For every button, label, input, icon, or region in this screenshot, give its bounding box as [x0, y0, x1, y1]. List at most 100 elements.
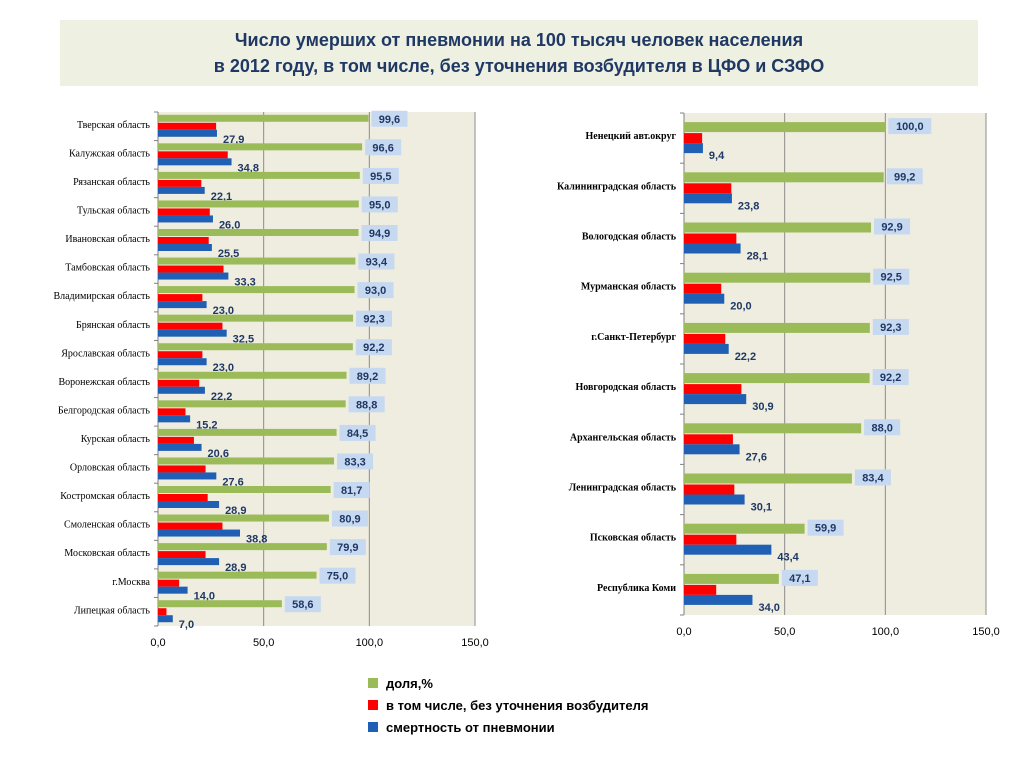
szfo-bar-unspecified — [684, 384, 742, 395]
szfo-bar-share — [684, 473, 852, 484]
szfo-bar-share — [684, 272, 871, 283]
szfo-bar-unspecified — [684, 484, 735, 495]
cfo-data-label-share: 94,9 — [369, 228, 390, 240]
szfo-bar-unspecified — [684, 534, 737, 545]
cfo-data-label-share: 89,2 — [357, 371, 378, 383]
cfo-data-label-share: 81,7 — [341, 485, 362, 497]
cfo-label-box-share — [349, 367, 386, 384]
cfo-bar-mortality — [158, 158, 232, 166]
legend-swatch-share — [368, 678, 378, 688]
szfo-data-label-share: 83,4 — [862, 473, 884, 485]
cfo-data-label-share: 93,0 — [365, 285, 386, 297]
cfo-label-box-share — [361, 225, 398, 241]
cfo-bar-mortality — [158, 586, 188, 594]
cfo-data-label-mortality: 28,9 — [225, 562, 246, 574]
cfo-label-box-share — [358, 253, 395, 270]
szfo-category-label: Мурманская область — [581, 282, 677, 293]
legend-item-share: доля,% — [368, 672, 728, 694]
cfo-bar-mortality — [158, 529, 240, 537]
cfo-bar-share — [158, 600, 282, 608]
szfo-data-label-share: 59,9 — [815, 523, 836, 535]
cfo-data-label-share: 95,5 — [370, 171, 391, 183]
szfo-category-label: Вологодская область — [582, 232, 677, 243]
legend-item-mortality: смертность от пневмонии — [368, 716, 728, 738]
szfo-bar-mortality — [684, 544, 772, 555]
legend: доля,% в том числе, без уточнения возбуд… — [368, 672, 728, 738]
cfo-bar-mortality — [158, 386, 205, 394]
cfo-category-label: Ивановская область — [65, 234, 150, 245]
szfo-data-label-share: 99,2 — [894, 171, 915, 183]
cfo-label-box-share — [284, 596, 321, 613]
szfo-data-label-mortality: 34,0 — [758, 602, 779, 614]
legend-swatch-unspecified — [368, 700, 378, 710]
cfo-bar-mortality — [158, 329, 227, 337]
cfo-bar-unspecified — [158, 379, 200, 387]
cfo-category-label: Брянская область — [76, 320, 150, 331]
cfo-bar-share — [158, 143, 363, 151]
cfo-bar-share — [158, 257, 356, 265]
cfo-category-label: Тульская область — [77, 206, 150, 217]
szfo-category-label: Ненецкий авт.округ — [585, 131, 676, 142]
szfo-label-box-share — [874, 218, 911, 235]
szfo-data-label-mortality: 27,6 — [746, 451, 767, 463]
cfo-data-label-mortality: 7,0 — [179, 619, 194, 631]
cfo-data-label-share: 58,6 — [292, 599, 313, 611]
szfo-bar-unspecified — [684, 584, 717, 595]
cfo-data-label-mortality: 38,8 — [246, 534, 267, 546]
cfo-bar-unspecified — [158, 322, 223, 330]
cfo-category-label: Рязанская область — [73, 177, 150, 188]
cfo-label-box-share — [319, 567, 356, 584]
szfo-bar-unspecified — [684, 233, 737, 244]
cfo-label-box-share — [356, 310, 393, 327]
szfo-label-box-share — [872, 369, 909, 386]
cfo-bar-share — [158, 486, 331, 493]
cfo-bar-mortality — [158, 129, 217, 137]
cfo-bar-share — [158, 457, 335, 465]
cfo-bar-share — [158, 171, 360, 179]
cfo-category-label: Курская область — [81, 434, 151, 445]
szfo-data-label-mortality: 30,1 — [751, 502, 772, 514]
cfo-label-box-share — [333, 482, 370, 498]
szfo-bar-mortality — [684, 143, 703, 154]
cfo-bar-mortality — [158, 272, 229, 280]
cfo-bar-unspecified — [158, 151, 228, 159]
szfo-data-label-share: 92,3 — [880, 322, 901, 334]
szfo-bar-mortality — [684, 193, 732, 204]
cfo-bar-share — [158, 343, 353, 351]
cfo-bar-mortality — [158, 244, 212, 251]
szfo-data-label-mortality: 28,1 — [747, 251, 768, 263]
legend-label-share: доля,% — [386, 675, 433, 691]
cfo-label-box-share — [339, 424, 376, 441]
legend-label-unspecified: в том числе, без уточнения возбудителя — [386, 697, 649, 713]
szfo-category-label: Архангельская область — [570, 432, 677, 443]
cfo-data-label-share: 79,9 — [337, 542, 358, 554]
cfo-bar-unspecified — [158, 608, 167, 616]
szfo-bar-mortality — [684, 494, 745, 505]
cfo-bar-mortality — [158, 558, 220, 566]
szfo-bar-mortality — [684, 594, 753, 605]
cfo-data-label-mortality: 15,2 — [196, 419, 217, 431]
cfo-data-label-share: 99,6 — [379, 114, 400, 126]
cfo-data-label-share: 96,6 — [372, 142, 393, 154]
cfo-bar-share — [158, 514, 329, 522]
cfo-category-label: Калужская область — [69, 148, 150, 159]
cfo-label-box-share — [371, 110, 408, 127]
cfo-bar-mortality — [158, 415, 191, 423]
szfo-bar-unspecified — [684, 434, 733, 445]
szfo-bar-unspecified — [684, 333, 726, 344]
title-box: Число умерших от пневмонии на 100 тысяч … — [60, 20, 978, 86]
cfo-category-label: Тамбовская область — [65, 263, 150, 274]
cfo-data-label-mortality: 33,3 — [234, 277, 255, 289]
szfo-label-box-share — [872, 318, 909, 335]
cfo-tick-label: 150,0 — [461, 637, 489, 649]
cfo-category-label: Смоленская область — [64, 520, 150, 531]
cfo-bar-mortality — [158, 301, 207, 309]
szfo-data-label-mortality: 20,0 — [730, 301, 751, 313]
szfo-bar-share — [684, 172, 884, 183]
cfo-data-label-mortality: 32,5 — [233, 334, 254, 346]
cfo-data-label-mortality: 20,6 — [208, 448, 229, 460]
cfo-label-box-share — [361, 196, 398, 213]
cfo-bar-share — [158, 428, 337, 436]
cfo-bar-unspecified — [158, 179, 202, 187]
cfo-data-label-mortality: 23,0 — [213, 362, 234, 374]
